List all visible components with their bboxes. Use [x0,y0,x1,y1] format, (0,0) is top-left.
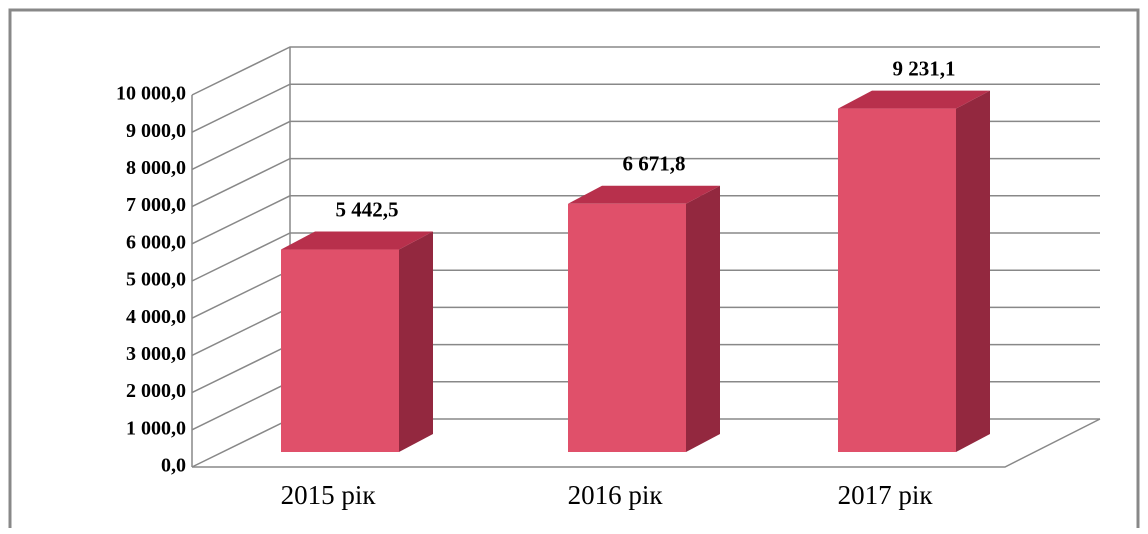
grid-line [191,46,1100,96]
bar-side [686,185,720,453]
grid-line [191,195,1100,245]
y-tick-label: 10 000,0 [116,83,186,105]
y-tick-label: 0,0 [161,455,186,477]
frame [8,8,1140,528]
y-tick-label: 8 000,0 [126,157,186,179]
x-tick-label: 2016 рік [568,480,664,510]
x-tick-label: 2015 рік [281,480,377,510]
grid-line [191,157,1100,208]
bar-side [399,231,433,452]
y-tick-label: 6 000,0 [126,231,186,253]
y-tick-label: 4 000,0 [126,306,186,328]
bar-side [956,90,990,452]
bar-top [568,185,720,204]
bar-top [838,90,990,109]
value-label: 5 442,5 [336,197,399,221]
grid-line [191,120,1100,171]
bar-top [281,231,433,250]
x-tick-label: 2017 рік [838,480,934,510]
bar [281,249,399,452]
bar [838,108,956,452]
y-tick-label: 9 000,0 [126,120,186,142]
floor-edge [192,418,1101,468]
y-tick-label: 2 000,0 [126,380,186,402]
value-label: 6 671,8 [623,152,686,176]
y-tick-label: 3 000,0 [126,343,186,365]
y-tick-label: 7 000,0 [126,194,186,216]
grid-line [191,232,1100,282]
bar [568,203,686,452]
y-tick-label: 1 000,0 [126,417,186,439]
value-label: 9 231,1 [893,56,956,80]
grid-line [191,83,1100,133]
y-tick-label: 5 000,0 [126,269,186,291]
